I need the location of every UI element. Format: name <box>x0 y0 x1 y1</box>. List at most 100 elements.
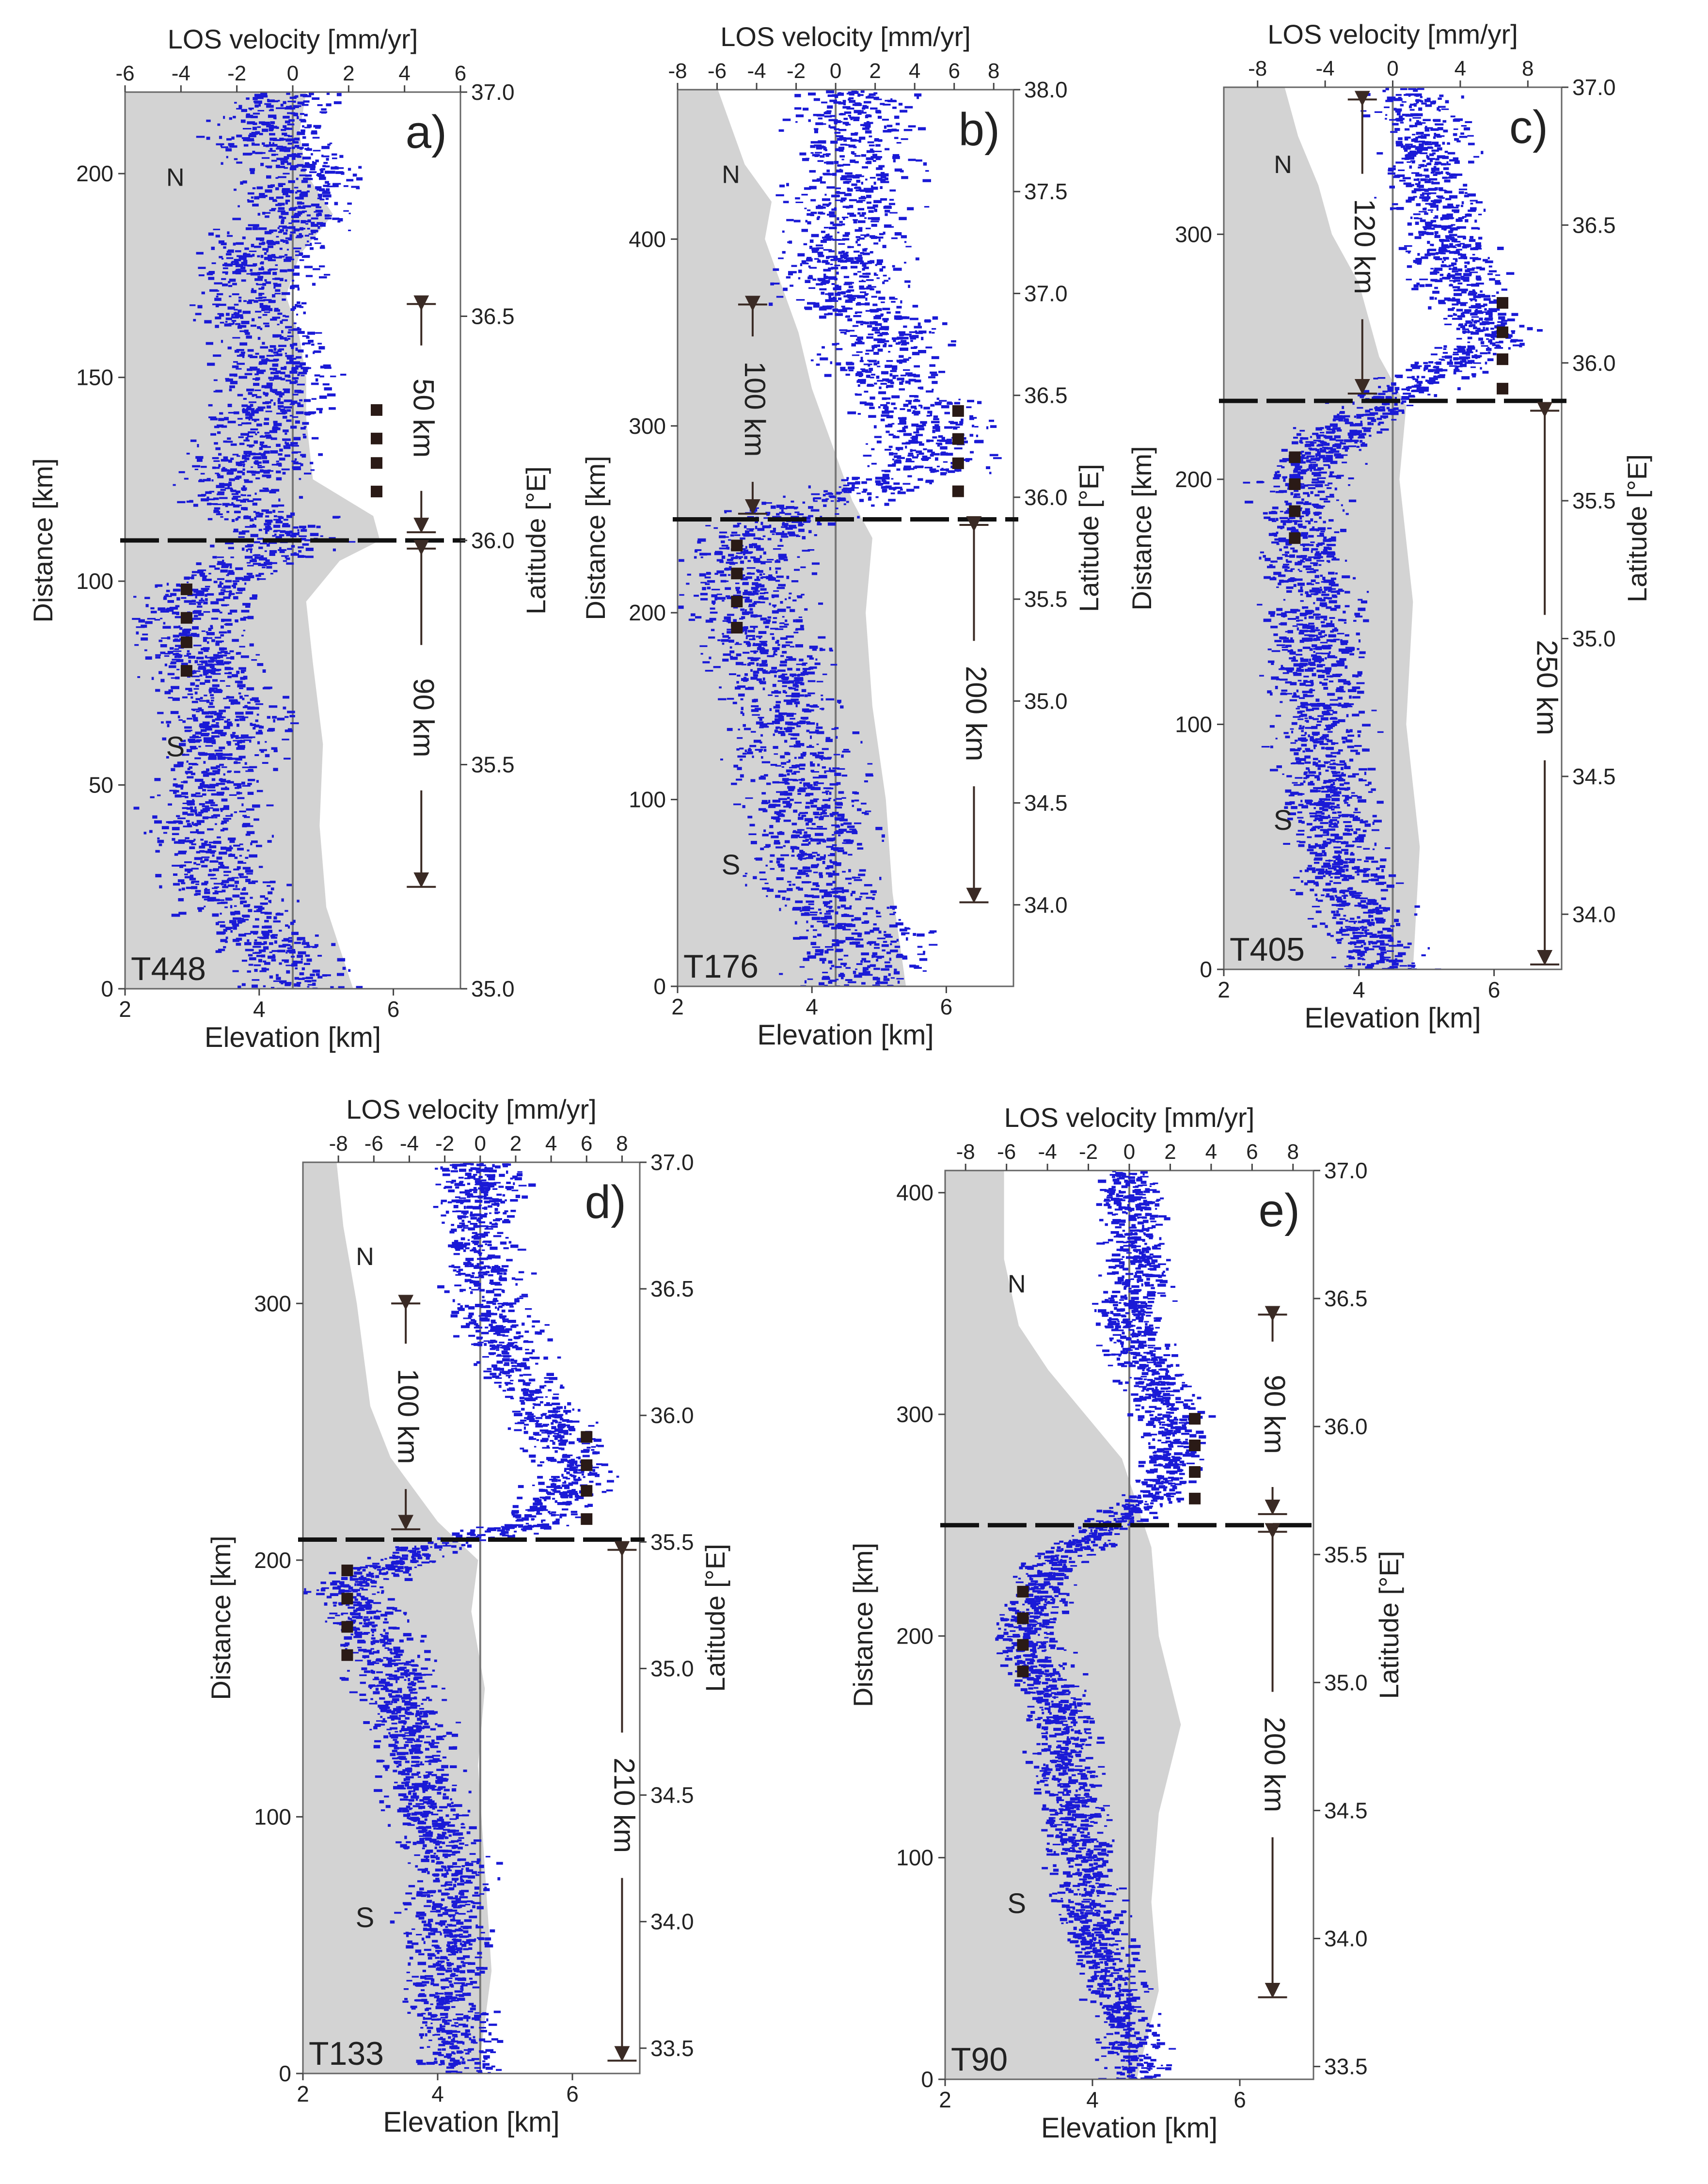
los-point <box>930 371 937 374</box>
los-point <box>833 754 840 756</box>
los-point <box>232 293 239 296</box>
los-point <box>916 450 922 453</box>
los-point <box>281 162 285 165</box>
los-point <box>178 719 183 721</box>
los-point <box>284 147 291 149</box>
los-point <box>893 453 898 455</box>
los-point <box>195 684 199 687</box>
los-point <box>853 176 860 179</box>
los-point <box>919 958 928 961</box>
los-point <box>315 186 322 190</box>
los-point <box>205 655 207 659</box>
los-point <box>193 747 198 749</box>
los-point <box>705 525 711 527</box>
los-point <box>272 199 277 201</box>
los-point <box>874 208 877 212</box>
los-point <box>311 437 319 440</box>
los-point <box>321 155 324 158</box>
los-point <box>819 889 828 893</box>
los-point <box>239 810 246 812</box>
los-point <box>225 441 233 443</box>
los-point <box>808 530 812 534</box>
los-point <box>287 331 291 334</box>
los-point <box>289 226 296 229</box>
los-point <box>137 676 141 678</box>
los-point <box>274 293 281 295</box>
los-point <box>186 820 190 823</box>
los-point <box>826 90 834 94</box>
los-point <box>284 390 290 394</box>
los-point <box>782 677 788 681</box>
los-point <box>233 917 241 920</box>
los-point <box>217 902 220 904</box>
los-point <box>870 310 878 313</box>
los-point <box>272 368 277 371</box>
los-point <box>756 576 759 580</box>
los-point <box>280 104 284 107</box>
los-point <box>770 764 777 766</box>
los-point <box>192 763 199 766</box>
los-point <box>310 168 316 171</box>
los-point <box>180 786 183 790</box>
los-point <box>783 559 788 561</box>
los-point <box>186 802 194 805</box>
los-point <box>273 920 281 923</box>
los-point <box>877 237 884 239</box>
los-point <box>791 773 796 775</box>
los-point <box>288 180 295 183</box>
los-point <box>727 697 734 700</box>
los-point <box>235 681 243 683</box>
los-point <box>276 392 285 396</box>
los-point <box>312 162 317 165</box>
los-point <box>229 295 232 298</box>
los-point <box>272 363 279 367</box>
los-point <box>875 98 882 100</box>
los-point <box>843 484 850 487</box>
los-point <box>818 602 823 605</box>
los-point <box>899 928 907 932</box>
los-point <box>319 276 327 279</box>
los-point <box>248 909 253 912</box>
los-point <box>237 394 243 396</box>
los-point <box>254 196 260 200</box>
los-point <box>243 300 247 302</box>
los-point <box>848 97 854 100</box>
los-point <box>879 268 883 272</box>
los-point <box>750 659 758 662</box>
los-point <box>810 141 819 144</box>
los-point <box>811 865 818 869</box>
los-point <box>783 287 788 291</box>
los-point <box>799 763 806 767</box>
los-point <box>238 756 246 759</box>
los-point <box>865 130 872 134</box>
los-point <box>886 430 890 433</box>
los-point <box>825 299 832 302</box>
los-point <box>219 256 223 258</box>
los-point <box>329 407 336 410</box>
los-point <box>892 436 900 439</box>
los-point <box>948 470 955 473</box>
los-point <box>865 773 873 775</box>
los-point <box>211 735 220 738</box>
los-point <box>348 229 351 231</box>
los-point <box>236 791 240 795</box>
los-point <box>760 617 767 621</box>
los-point <box>303 255 310 258</box>
los-point <box>325 215 332 217</box>
los-point <box>819 958 826 961</box>
los-point <box>322 177 325 180</box>
los-point <box>223 726 230 729</box>
los-point <box>878 238 881 242</box>
los-point <box>745 576 752 579</box>
los-point <box>254 556 258 559</box>
los-point <box>242 824 247 827</box>
los-point <box>870 941 873 944</box>
los-point <box>877 334 883 337</box>
los-point <box>268 114 277 118</box>
los-point <box>835 292 841 296</box>
los-point <box>806 920 808 923</box>
los-point <box>913 933 917 936</box>
los-point <box>243 617 250 618</box>
los-point <box>950 465 954 469</box>
los-point <box>290 207 296 210</box>
